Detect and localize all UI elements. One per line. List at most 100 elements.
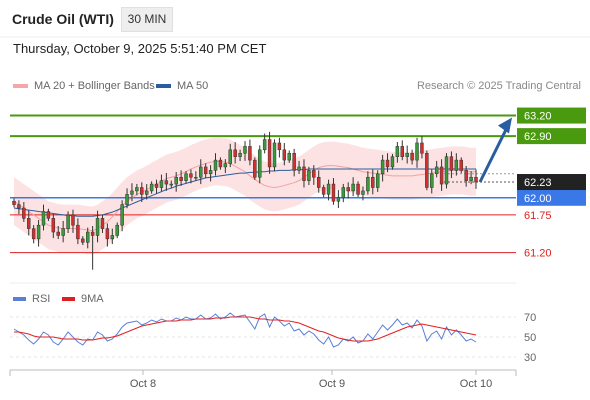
- level-tag-62.90: [517, 128, 586, 145]
- candle-body: [51, 218, 56, 233]
- candle-body: [110, 235, 115, 240]
- candle-body: [262, 139, 267, 151]
- candle-body: [27, 218, 31, 229]
- candle-body: [208, 170, 213, 175]
- level-label-62.90: 62.90: [524, 131, 552, 143]
- candle-body: [125, 194, 129, 205]
- candle-body: [385, 159, 390, 168]
- level-tag-62.00: [517, 189, 586, 206]
- candle-body: [307, 170, 311, 181]
- candle-body: [66, 214, 70, 229]
- candle-body: [199, 166, 203, 178]
- candle-body: [100, 218, 105, 229]
- legend-label-ma50: MA 50: [177, 80, 209, 92]
- chart-header: Crude Oil (WTI) 30 MIN: [0, 0, 590, 37]
- candle-body: [321, 187, 326, 195]
- candle-body: [444, 156, 449, 185]
- candle-body: [184, 173, 188, 181]
- candle-body: [135, 187, 139, 192]
- x-tick-label: Oct 9: [319, 378, 345, 390]
- chart-datetime: Thursday, October 9, 2025 5:51:40 PM CET: [13, 41, 267, 56]
- candle-body: [400, 146, 405, 157]
- candle-body: [174, 176, 178, 185]
- candle-body: [81, 238, 85, 243]
- candle-body: [464, 170, 468, 181]
- candle-body: [277, 142, 282, 151]
- forecast-arrow-shaft: [478, 126, 509, 183]
- rsi-line: [13, 312, 477, 348]
- candle-body: [474, 176, 478, 183]
- candle-body: [189, 173, 193, 178]
- candle-body: [316, 176, 321, 188]
- candle-body: [366, 176, 370, 192]
- legend-swatch-rsi-ma: [62, 297, 75, 301]
- candle-body: [267, 139, 272, 168]
- candle-body: [395, 146, 400, 157]
- instrument-title: Crude Oil (WTI): [12, 11, 114, 27]
- level-label-63.20: 63.20: [524, 111, 552, 123]
- candle-body: [71, 214, 75, 226]
- legend-swatch-rsi: [13, 297, 26, 301]
- candle-body: [449, 156, 454, 171]
- x-tick-label: Oct 8: [130, 378, 156, 390]
- candle-body: [248, 146, 252, 161]
- candle-body: [12, 200, 16, 205]
- candle-body: [169, 183, 174, 186]
- candle-body: [272, 142, 277, 168]
- candle-body: [144, 190, 149, 195]
- candle-body: [258, 149, 262, 178]
- candle-body: [341, 187, 346, 199]
- candle-body: [312, 170, 316, 178]
- candle-body: [405, 152, 409, 157]
- candle-body: [164, 180, 169, 185]
- candle-body: [425, 152, 429, 188]
- bollinger-band: [14, 137, 476, 255]
- level-label-61.75: 61.75: [524, 210, 552, 222]
- candle-body: [415, 142, 419, 161]
- candle-body: [228, 149, 232, 164]
- current-price-tag: [517, 174, 586, 191]
- rsi-tick-label: 70: [524, 312, 536, 324]
- legend-swatch-ma20: [13, 84, 28, 88]
- legend-ma50: MA 50: [156, 80, 208, 92]
- legend-rsi-ma: 9MA: [62, 293, 104, 305]
- candle-body: [223, 163, 228, 168]
- candle-body: [130, 190, 134, 195]
- candle-body: [149, 183, 154, 192]
- candle-body: [351, 183, 355, 192]
- x-tick-label: Oct 10: [460, 378, 492, 390]
- candle-body: [375, 173, 380, 188]
- candle-body: [326, 183, 331, 195]
- candle-body: [85, 231, 90, 243]
- candle-body: [439, 166, 444, 185]
- candle-body: [380, 159, 385, 175]
- legend-label-ma20: MA 20 + Bollinger Bands: [34, 80, 155, 92]
- candle-body: [115, 224, 119, 236]
- candle-body: [459, 159, 463, 171]
- candle-body: [292, 152, 296, 171]
- candle-body: [434, 166, 439, 175]
- rsi-tick-label: 50: [524, 332, 536, 344]
- candle-body: [41, 211, 46, 226]
- timeframe-badge[interactable]: 30 MIN: [121, 7, 173, 32]
- candle-body: [36, 224, 41, 240]
- candle-body: [95, 218, 100, 236]
- candle-body: [213, 159, 218, 171]
- candle-body: [233, 149, 237, 157]
- candle-body: [390, 156, 395, 168]
- candle-body: [203, 166, 208, 175]
- candle-body: [105, 228, 110, 240]
- forecast-arrow-head: [498, 117, 512, 134]
- level-label-62.00: 62.00: [524, 193, 552, 205]
- candle-body: [194, 176, 198, 179]
- candle-body: [140, 187, 144, 195]
- rsi-ma-line: [14, 316, 477, 342]
- candle-body: [159, 180, 164, 188]
- candle-body: [331, 183, 336, 202]
- candle-body: [61, 228, 65, 236]
- candle-body: [346, 187, 350, 192]
- legend-ma20-bollinger: MA 20 + Bollinger Bands: [13, 80, 155, 92]
- candle-body: [356, 183, 360, 195]
- current-price-label: 62.23: [524, 177, 552, 189]
